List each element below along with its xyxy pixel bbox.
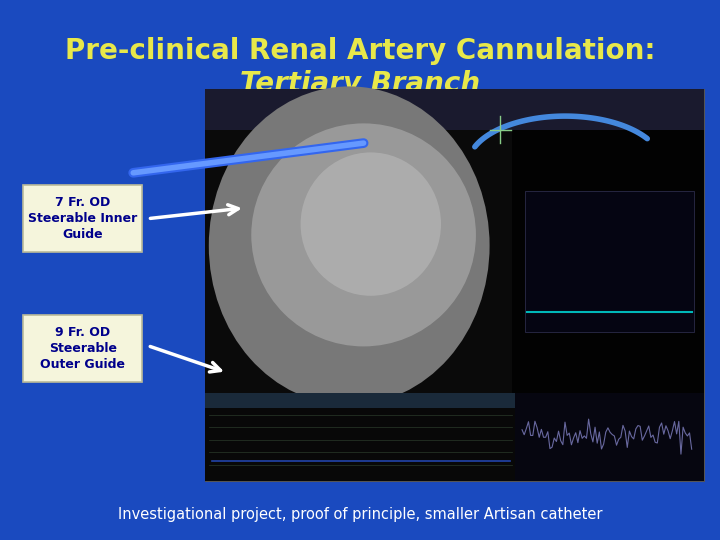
FancyBboxPatch shape: [24, 185, 143, 252]
Text: Pre-clinical Renal Artery Cannulation:: Pre-clinical Renal Artery Cannulation:: [65, 37, 655, 65]
Text: 9 Fr. OD
Steerable
Outer Guide: 9 Fr. OD Steerable Outer Guide: [40, 326, 125, 371]
FancyBboxPatch shape: [205, 89, 704, 481]
FancyBboxPatch shape: [525, 191, 694, 332]
Ellipse shape: [209, 86, 490, 405]
FancyBboxPatch shape: [205, 393, 515, 481]
FancyBboxPatch shape: [515, 393, 704, 481]
Ellipse shape: [251, 123, 476, 347]
FancyBboxPatch shape: [512, 130, 704, 394]
Text: Investigational project, proof of principle, smaller Artisan catheter: Investigational project, proof of princi…: [118, 507, 602, 522]
FancyBboxPatch shape: [24, 314, 143, 382]
Ellipse shape: [301, 152, 441, 296]
FancyBboxPatch shape: [205, 130, 512, 394]
FancyBboxPatch shape: [205, 89, 704, 130]
Text: Tertiary Branch: Tertiary Branch: [240, 70, 480, 98]
FancyBboxPatch shape: [205, 393, 515, 408]
Text: 7 Fr. OD
Steerable Inner
Guide: 7 Fr. OD Steerable Inner Guide: [28, 196, 138, 241]
